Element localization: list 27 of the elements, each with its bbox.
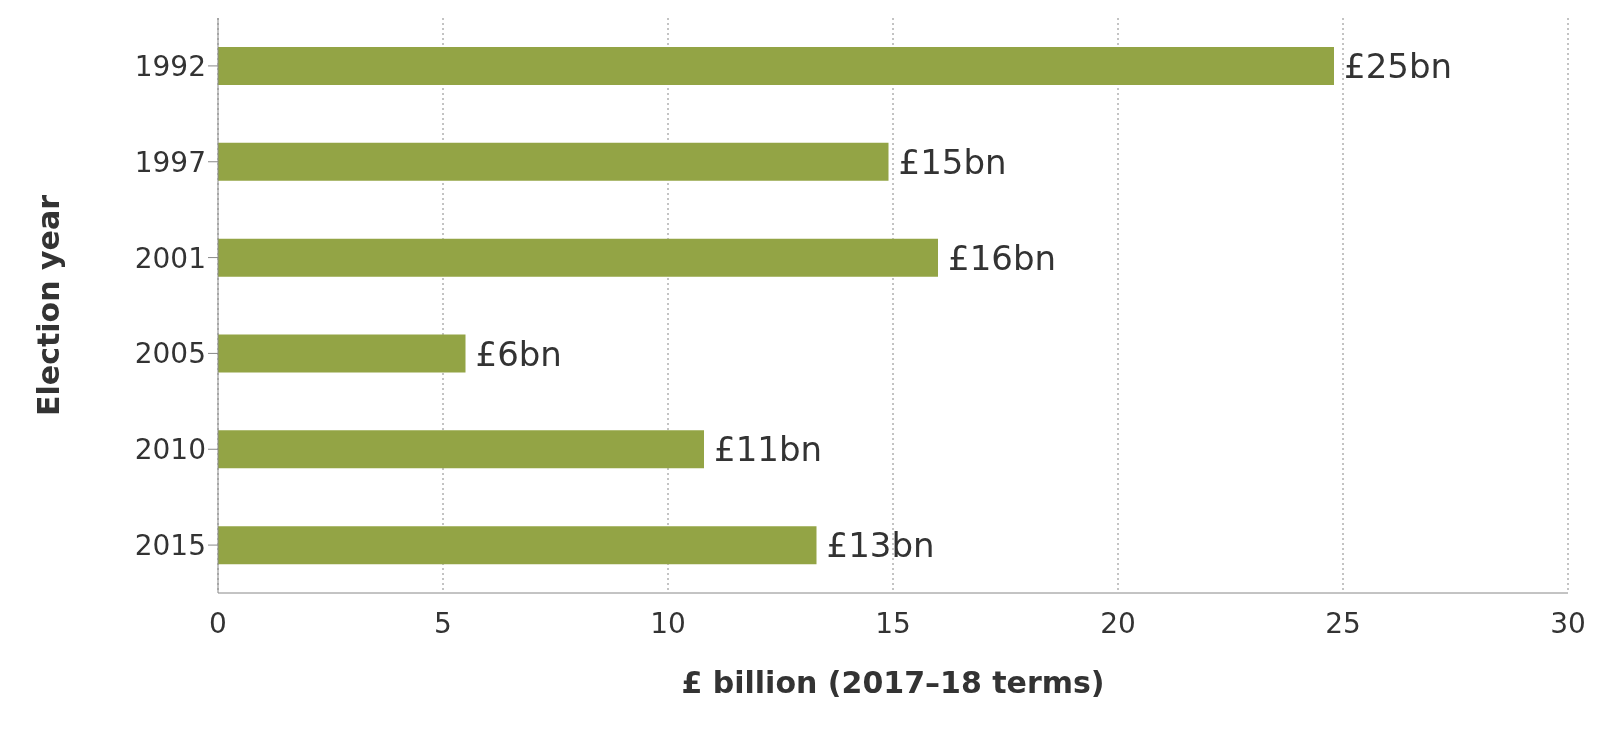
data-label: £15bn — [898, 141, 1007, 182]
y-tick-label: 2015 — [134, 529, 206, 563]
data-label: £25bn — [1344, 46, 1453, 87]
x-tick-label: 30 — [1550, 606, 1586, 640]
data-label: £6bn — [475, 333, 562, 374]
bar — [218, 238, 938, 277]
x-tick-label: 20 — [1100, 606, 1136, 640]
data-label: £13bn — [826, 525, 935, 566]
bar — [218, 334, 466, 373]
bar — [218, 430, 704, 469]
x-tick-label: 15 — [875, 606, 911, 640]
y-tick-label: 1992 — [134, 49, 206, 83]
x-tick-label: 10 — [650, 606, 686, 640]
y-tick-label: 2005 — [134, 337, 206, 371]
bar — [218, 526, 817, 565]
x-tick-label: 25 — [1325, 606, 1361, 640]
y-tick-label: 2001 — [134, 241, 206, 275]
bar — [218, 47, 1334, 85]
x-tick-label: 5 — [434, 606, 452, 640]
y-tick-label: 1997 — [134, 145, 206, 179]
y-tick-label: 2010 — [134, 433, 206, 467]
y-axis-title: Election year — [30, 194, 66, 416]
data-label: £16bn — [948, 237, 1057, 278]
data-label: £11bn — [714, 429, 823, 470]
bar — [218, 142, 889, 181]
x-axis-title: £ billion (2017–18 terms) — [681, 665, 1105, 700]
x-tick-label: 0 — [209, 606, 227, 640]
